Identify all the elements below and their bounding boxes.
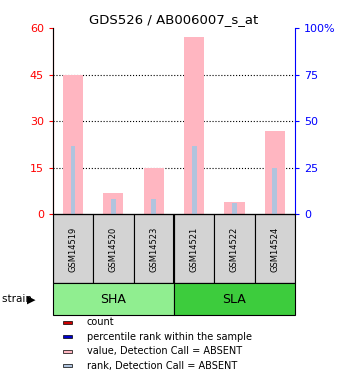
Text: GSM14523: GSM14523 xyxy=(149,226,158,272)
Text: SLA: SLA xyxy=(223,293,246,306)
Bar xyxy=(53,284,174,315)
Text: GSM14521: GSM14521 xyxy=(190,226,198,272)
Bar xyxy=(214,214,255,284)
Text: rank, Detection Call = ABSENT: rank, Detection Call = ABSENT xyxy=(87,361,237,370)
Bar xyxy=(71,146,75,214)
Bar xyxy=(184,38,204,214)
Bar xyxy=(224,202,244,214)
Bar xyxy=(144,168,164,214)
Text: count: count xyxy=(87,317,114,327)
Text: strain: strain xyxy=(2,294,35,304)
Bar xyxy=(111,199,116,214)
Bar xyxy=(192,146,196,214)
Bar xyxy=(174,284,295,315)
Bar xyxy=(93,214,134,284)
Title: GDS526 / AB006007_s_at: GDS526 / AB006007_s_at xyxy=(89,13,258,26)
Bar xyxy=(134,214,174,284)
Bar xyxy=(232,204,237,214)
Text: value, Detection Call = ABSENT: value, Detection Call = ABSENT xyxy=(87,346,242,356)
Text: ▶: ▶ xyxy=(27,294,35,304)
Bar xyxy=(62,364,72,367)
Bar xyxy=(62,321,72,324)
Text: GSM14520: GSM14520 xyxy=(109,226,118,272)
Bar xyxy=(62,335,72,338)
Bar xyxy=(62,350,72,352)
Bar xyxy=(151,199,156,214)
Bar xyxy=(272,168,277,214)
Text: GSM14524: GSM14524 xyxy=(270,226,279,272)
Bar xyxy=(63,75,83,214)
Bar xyxy=(53,214,93,284)
Text: GSM14519: GSM14519 xyxy=(69,226,77,272)
Text: SHA: SHA xyxy=(101,293,126,306)
Text: percentile rank within the sample: percentile rank within the sample xyxy=(87,332,252,342)
Bar xyxy=(174,214,214,284)
Bar xyxy=(103,193,123,214)
Bar xyxy=(255,214,295,284)
Text: GSM14522: GSM14522 xyxy=(230,226,239,272)
Bar xyxy=(265,130,285,214)
